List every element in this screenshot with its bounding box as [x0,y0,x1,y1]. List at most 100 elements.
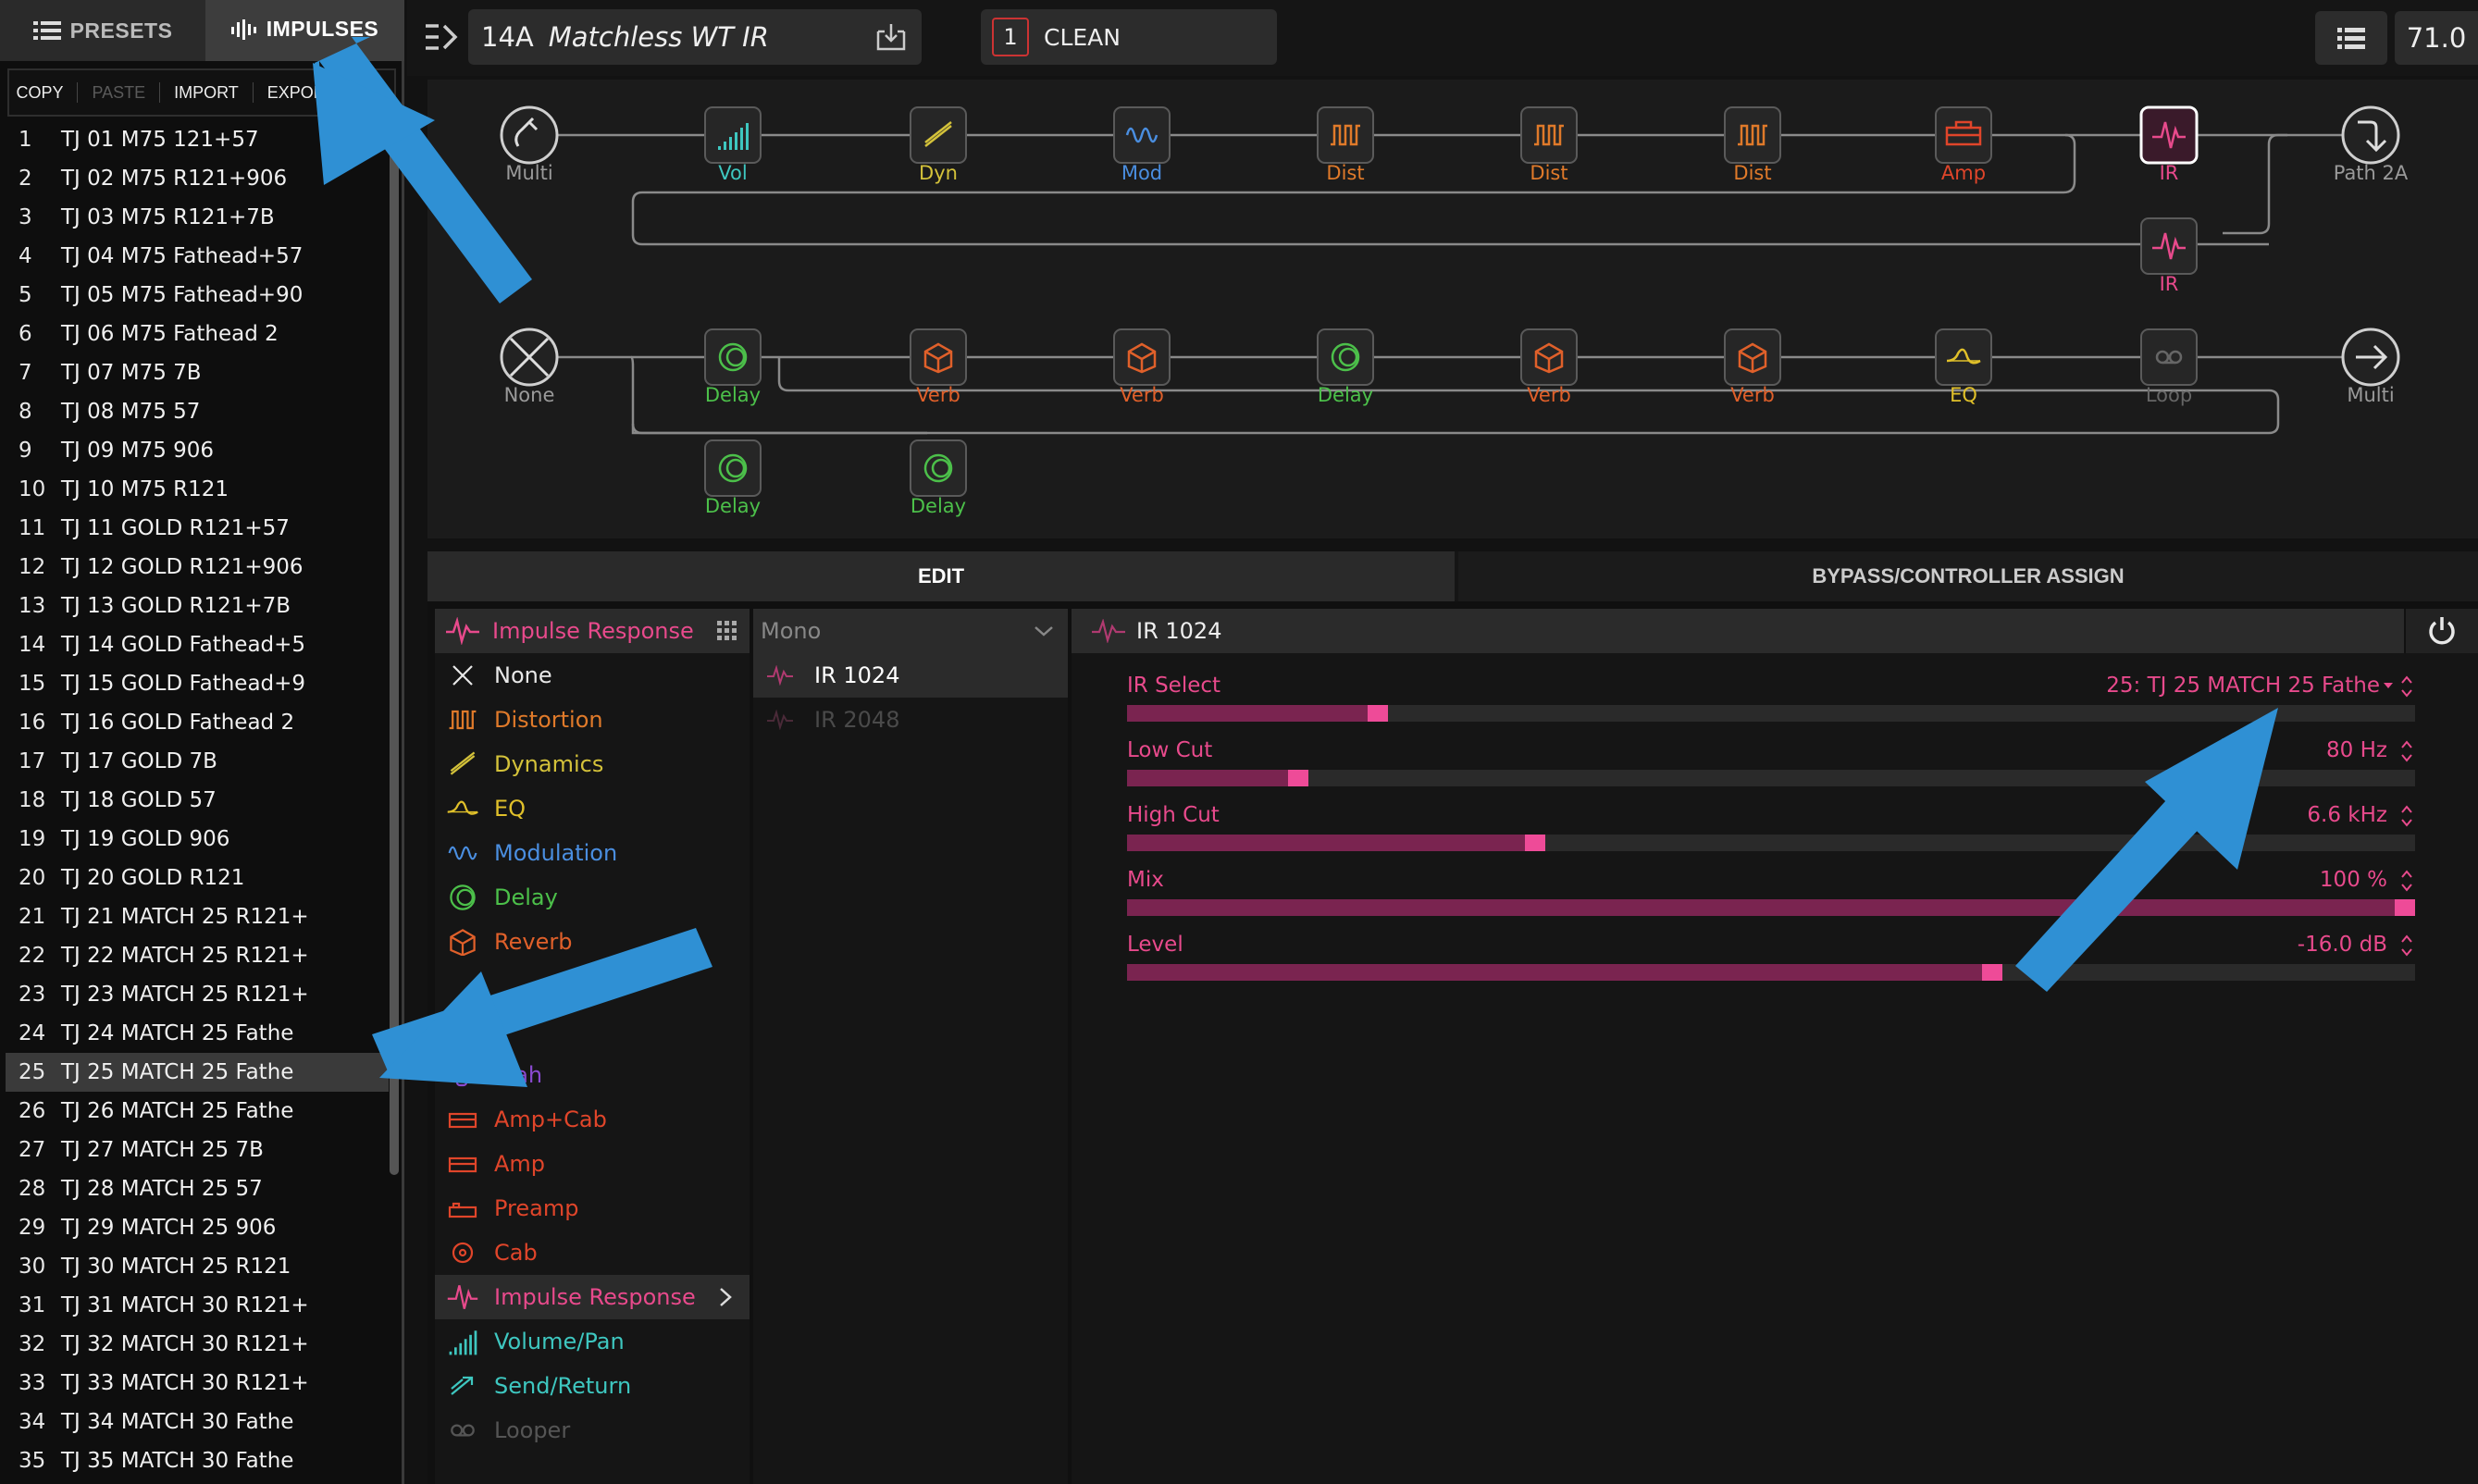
block-dist[interactable]: Dist [1520,106,1578,184]
category-item[interactable]: Amp+Cab [435,1097,750,1142]
impulse-list-item[interactable]: 2 TJ 02 M75 R121+906 [6,159,389,198]
param-value[interactable]: 80 Hz [2326,738,2387,762]
impulse-list-item[interactable]: 16 TJ 16 GOLD Fathead 2 [6,703,389,742]
snapshot-selector[interactable]: 1 CLEAN [981,9,1277,65]
block-delay[interactable]: Delay [704,328,762,406]
category-item[interactable]: Preamp [435,1186,750,1230]
impulse-list-item[interactable]: 23 TJ 23 MATCH 25 R121+ [6,975,389,1014]
impulse-list-item[interactable]: 35 TJ 35 MATCH 30 Fathe [6,1441,389,1480]
block-path-2a[interactable]: Path 2A [2334,105,2409,184]
menu-button[interactable] [2315,11,2387,65]
impulse-list-item[interactable]: 30 TJ 30 MATCH 25 R121 [6,1247,389,1286]
impulse-list-item[interactable]: 4 TJ 04 M75 Fathead+57 [6,237,389,276]
tab-bypass-controller-assign[interactable]: BYPASS/CONTROLLER ASSIGN [1458,551,2478,601]
block-ir[interactable]: IR [2139,105,2199,184]
impulse-list-item[interactable]: 15 TJ 15 GOLD Fathead+9 [6,664,389,703]
impulse-list-item[interactable]: 1 TJ 01 M75 121+57 [6,120,389,159]
paste-button[interactable]: PASTE [92,82,146,102]
category-item[interactable]: Reverb [435,920,750,964]
impulse-list-item[interactable]: 32 TJ 32 MATCH 30 R121+ [6,1325,389,1364]
impulse-list-item[interactable]: 7 TJ 07 M75 7B [6,353,389,392]
impulse-list-item[interactable]: 6 TJ 06 M75 Fathead 2 [6,315,389,353]
category-item[interactable]: Amp [435,1142,750,1186]
impulse-list-item[interactable]: 34 TJ 34 MATCH 30 Fathe [6,1403,389,1441]
param-slider-track[interactable] [1127,899,2415,916]
stepper-arrows-icon[interactable] [2398,931,2415,960]
impulse-list-item[interactable]: 5 TJ 05 M75 Fathead+90 [6,276,389,315]
param-slider-handle[interactable] [1368,705,1389,722]
param-low-cut[interactable]: Low Cut 80 Hz [1127,738,2415,803]
category-item[interactable]: Modulation [435,831,750,875]
category-item[interactable]: Impulse Response [435,1275,750,1319]
impulse-list-item[interactable]: 21 TJ 21 MATCH 25 R121+ [6,897,389,936]
impulse-list-scrollbar[interactable] [390,139,399,1175]
param-value[interactable]: -16.0 dB [2297,933,2387,957]
block-loop[interactable]: Loop [2140,328,2198,406]
impulse-list-item[interactable]: 20 TJ 20 GOLD R121 [6,859,389,897]
tab-presets[interactable]: PRESETS [0,0,205,61]
impulse-list-item[interactable]: 26 TJ 26 MATCH 25 Fathe [6,1092,389,1131]
impulse-list-item[interactable]: 8 TJ 08 M75 57 [6,392,389,431]
block-dist[interactable]: Dist [1724,106,1781,184]
impulse-list-item[interactable]: 17 TJ 17 GOLD 7B [6,742,389,781]
param-value[interactable]: 6.6 kHz [2307,803,2387,827]
impulse-list-item[interactable]: 24 TJ 24 MATCH 25 Fathe [6,1014,389,1053]
impulse-list-item[interactable]: 18 TJ 18 GOLD 57 [6,781,389,820]
block-multi[interactable]: Multi [500,105,559,184]
param-slider-handle[interactable] [1288,770,1309,786]
block-delay[interactable]: Delay [910,439,967,517]
block-amp[interactable]: Amp [1935,106,1992,184]
category-item[interactable]: Cab [435,1230,750,1275]
import-button[interactable]: IMPORT [174,82,239,102]
block-verb[interactable]: Verb [1113,328,1171,406]
impulse-list-item[interactable]: 31 TJ 31 MATCH 30 R121+ [6,1286,389,1325]
impulse-list-item[interactable]: 11 TJ 11 GOLD R121+57 [6,509,389,548]
param-slider-track[interactable] [1127,964,2415,981]
param-value[interactable]: 100 % [2319,868,2387,892]
category-item[interactable]: None [435,653,750,698]
block-delay[interactable]: Delay [704,439,762,517]
impulse-list-item[interactable]: 29 TJ 29 MATCH 25 906 [6,1208,389,1247]
param-slider-handle[interactable] [1982,964,2003,981]
model-dropdown[interactable]: Mono [753,609,1068,653]
model-item[interactable]: IR 2048 [753,698,1068,742]
block-verb[interactable]: Verb [910,328,967,406]
export-button[interactable]: EXPORT [266,82,336,102]
grid-view-icon[interactable] [716,620,738,642]
tab-edit[interactable]: EDIT [427,551,1455,601]
param-high-cut[interactable]: High Cut 6.6 kHz [1127,803,2415,868]
param-value[interactable]: 25: TJ 25 MATCH 25 Fathe [2106,674,2380,698]
impulse-list-item[interactable]: 33 TJ 33 MATCH 30 R121+ [6,1364,389,1403]
save-icon[interactable] [875,22,907,52]
param-slider-track[interactable] [1127,770,2415,786]
category-item[interactable]: Looper [435,1408,750,1453]
stepper-arrows-icon[interactable] [2398,672,2415,701]
tab-impulses[interactable]: IMPULSES [205,0,404,61]
block-dist[interactable]: Dist [1317,106,1374,184]
impulse-list-item[interactable]: 3 TJ 03 M75 R121+7B [6,198,389,237]
param-level[interactable]: Level -16.0 dB [1127,933,2415,997]
model-item[interactable]: IR 1024 [753,653,1068,698]
category-item[interactable]: Wah [435,1053,750,1097]
impulse-list-item[interactable]: 12 TJ 12 GOLD R121+906 [6,548,389,587]
impulse-list-item[interactable]: 28 TJ 28 MATCH 25 57 [6,1169,389,1208]
param-slider-handle[interactable] [2395,899,2415,916]
block-delay[interactable]: Delay [1317,328,1374,406]
block-multi[interactable]: Multi [2341,328,2400,406]
stepper-arrows-icon[interactable] [2398,736,2415,766]
block-eq[interactable]: EQ [1935,328,1992,406]
preset-name-field[interactable]: 14A Matchless WT IR [468,9,922,65]
param-slider-handle[interactable] [1525,835,1546,851]
param-mix[interactable]: Mix 100 % [1127,868,2415,933]
impulse-list-item[interactable]: 14 TJ 14 GOLD Fathead+5 [6,625,389,664]
category-item[interactable]: EQ [435,786,750,831]
block-verb[interactable]: Verb [1520,328,1578,406]
category-item[interactable]: Volume/Pan [435,1319,750,1364]
category-header[interactable]: Impulse Response [435,609,750,653]
tempo-display[interactable]: 71.0 [2395,11,2478,65]
block-vol[interactable]: Vol [704,106,762,184]
copy-button[interactable]: COPY [16,82,64,102]
category-item[interactable]: Delay [435,875,750,920]
block-verb[interactable]: Verb [1724,328,1781,406]
stepper-arrows-icon[interactable] [2398,801,2415,831]
